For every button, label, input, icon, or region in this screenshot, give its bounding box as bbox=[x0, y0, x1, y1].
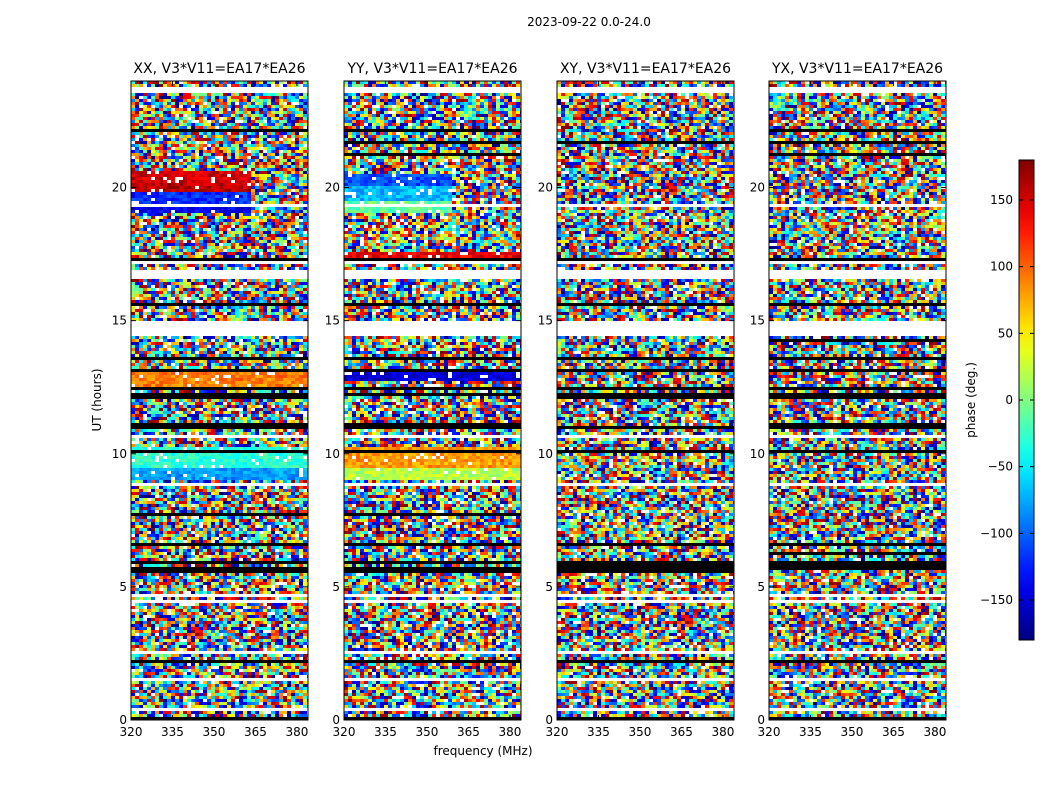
y-tick-label: 0 bbox=[119, 713, 127, 727]
panel-frame bbox=[768, 80, 947, 721]
x-tick-label: 380 bbox=[498, 725, 521, 739]
y-tick-label: 10 bbox=[538, 447, 553, 461]
y-tick-label: 5 bbox=[545, 580, 553, 594]
y-tick-label: 20 bbox=[538, 181, 553, 195]
x-tick-label: 365 bbox=[670, 725, 693, 739]
x-tick-label: 380 bbox=[285, 725, 308, 739]
x-tick-label: 320 bbox=[546, 725, 569, 739]
panel-1: XX, V3*V11=EA17*EA26 320 335 350 365 380 0 5 10 1… bbox=[112, 61, 309, 739]
panel-title: YY, V3*V11=EA17*EA26 bbox=[346, 61, 517, 77]
x-tick-label: 320 bbox=[333, 725, 356, 739]
x-tick-label: 365 bbox=[244, 725, 267, 739]
x-tick-label: 350 bbox=[629, 725, 652, 739]
y-tick-label: 5 bbox=[119, 580, 127, 594]
colorbar-tick-label: 0 bbox=[1005, 393, 1013, 407]
y-tick-label: 0 bbox=[757, 713, 765, 727]
colorbar-tick-label: −50 bbox=[988, 460, 1013, 474]
y-axis-label: UT (hours) bbox=[90, 368, 104, 431]
y-tick-label: 5 bbox=[332, 580, 340, 594]
y-tick-label: 15 bbox=[750, 314, 765, 328]
y-tick-label: 20 bbox=[750, 181, 765, 195]
x-tick-label: 380 bbox=[711, 725, 734, 739]
y-tick-label: 20 bbox=[112, 181, 127, 195]
y-tick-label: 15 bbox=[538, 314, 553, 328]
colorbar-tick-label: 150 bbox=[990, 193, 1013, 207]
panel-group: XX, V3*V11=EA17*EA26 320 335 350 365 380 0 5 10 1… bbox=[112, 61, 947, 739]
y-tick-label: 15 bbox=[325, 314, 340, 328]
colorbar: −150 −100 −50 0 50 100 150 bbox=[980, 159, 1035, 641]
x-tick-label: 350 bbox=[841, 725, 864, 739]
y-tick-label: 10 bbox=[750, 447, 765, 461]
y-tick-label: 5 bbox=[757, 580, 765, 594]
y-tick-label: 10 bbox=[112, 447, 127, 461]
x-tick-label: 335 bbox=[587, 725, 610, 739]
x-tick-label: 350 bbox=[203, 725, 226, 739]
panel-4: YX, V3*V11=EA17*EA26 320 335 350 365 380 0 5 10 1… bbox=[750, 61, 947, 739]
colorbar-tick-label: −100 bbox=[980, 526, 1013, 540]
x-tick-label: 350 bbox=[416, 725, 439, 739]
x-tick-label: 335 bbox=[374, 725, 397, 739]
y-tick-label: 0 bbox=[545, 713, 553, 727]
x-tick-label: 365 bbox=[882, 725, 905, 739]
y-tick-label: 20 bbox=[325, 181, 340, 195]
panel-frame bbox=[556, 80, 735, 721]
phase-raster bbox=[131, 81, 308, 720]
colorbar-label: phase (deg.) bbox=[964, 362, 978, 438]
x-tick-label: 335 bbox=[799, 725, 822, 739]
panel-title: YX, V3*V11=EA17*EA26 bbox=[771, 61, 943, 77]
colorbar-tick-label: 50 bbox=[998, 326, 1013, 340]
x-tick-label: 380 bbox=[923, 725, 946, 739]
x-tick-label: 320 bbox=[758, 725, 781, 739]
panel-title: XY, V3*V11=EA17*EA26 bbox=[560, 61, 731, 77]
y-tick-label: 15 bbox=[112, 314, 127, 328]
panel-3: XY, V3*V11=EA17*EA26 320 335 350 365 380 0 5 10 1… bbox=[538, 61, 735, 739]
figure-suptitle: 2023-09-22 0.0-24.0 bbox=[527, 15, 651, 29]
panel-2: YY, V3*V11=EA17*EA26 320 335 350 365 380 0 5 10 1… bbox=[325, 61, 522, 739]
y-tick-label: 0 bbox=[332, 713, 340, 727]
colorbar-tick-label: −150 bbox=[980, 593, 1013, 607]
x-tick-label: 320 bbox=[120, 725, 143, 739]
phase-raster bbox=[769, 81, 946, 720]
x-tick-label: 365 bbox=[457, 725, 480, 739]
x-tick-label: 335 bbox=[161, 725, 184, 739]
x-axis-label: frequency (MHz) bbox=[433, 744, 532, 758]
panel-title: XX, V3*V11=EA17*EA26 bbox=[133, 61, 305, 77]
phase-raster bbox=[344, 81, 521, 720]
colorbar-tick-label: 100 bbox=[990, 260, 1013, 274]
panel-frame bbox=[343, 80, 522, 721]
phase-raster bbox=[557, 81, 734, 720]
y-tick-label: 10 bbox=[325, 447, 340, 461]
panel-frame bbox=[130, 80, 309, 721]
